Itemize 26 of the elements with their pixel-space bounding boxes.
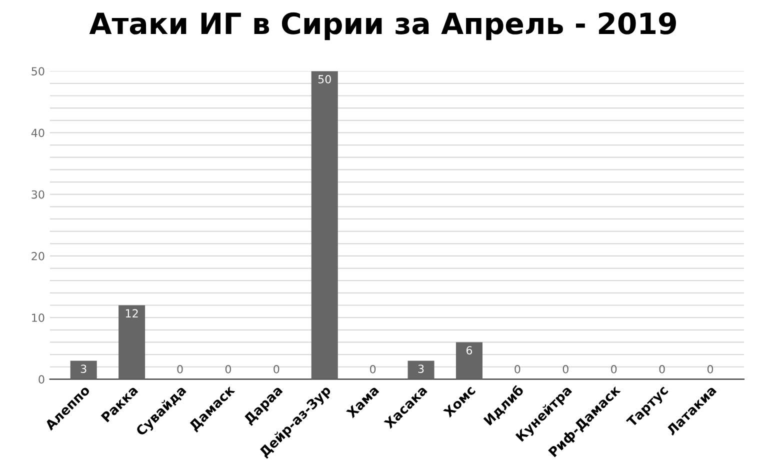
data-label: 0 [177,364,183,374]
bar [70,360,97,380]
bar [311,71,338,380]
data-label: 0 [562,364,568,374]
chart-title: Атаки ИГ в Сирии за Апрель - 2019 [89,12,676,40]
bar [408,360,434,380]
y-tick-label: 10 [32,314,44,322]
bar [118,305,146,380]
data-label: 6 [466,346,472,355]
y-tick-label: 50 [32,67,44,76]
y-tick-label: 30 [32,190,44,199]
y-tick-label: 40 [31,128,44,138]
data-label: 3 [418,364,424,374]
data-label: 0 [370,364,376,374]
data-label: 50 [318,74,331,84]
y-tick-label: 0 [38,375,44,384]
data-label: 0 [274,364,280,374]
data-label: 3 [80,364,86,374]
data-label: 0 [707,364,714,374]
data-label: 0 [611,364,617,374]
y-tick-label: 20 [32,252,44,260]
data-label: 0 [659,364,665,374]
data-label: 0 [514,364,520,374]
bar [456,342,482,380]
data-label: 0 [225,364,232,374]
data-label: 12 [126,309,138,318]
